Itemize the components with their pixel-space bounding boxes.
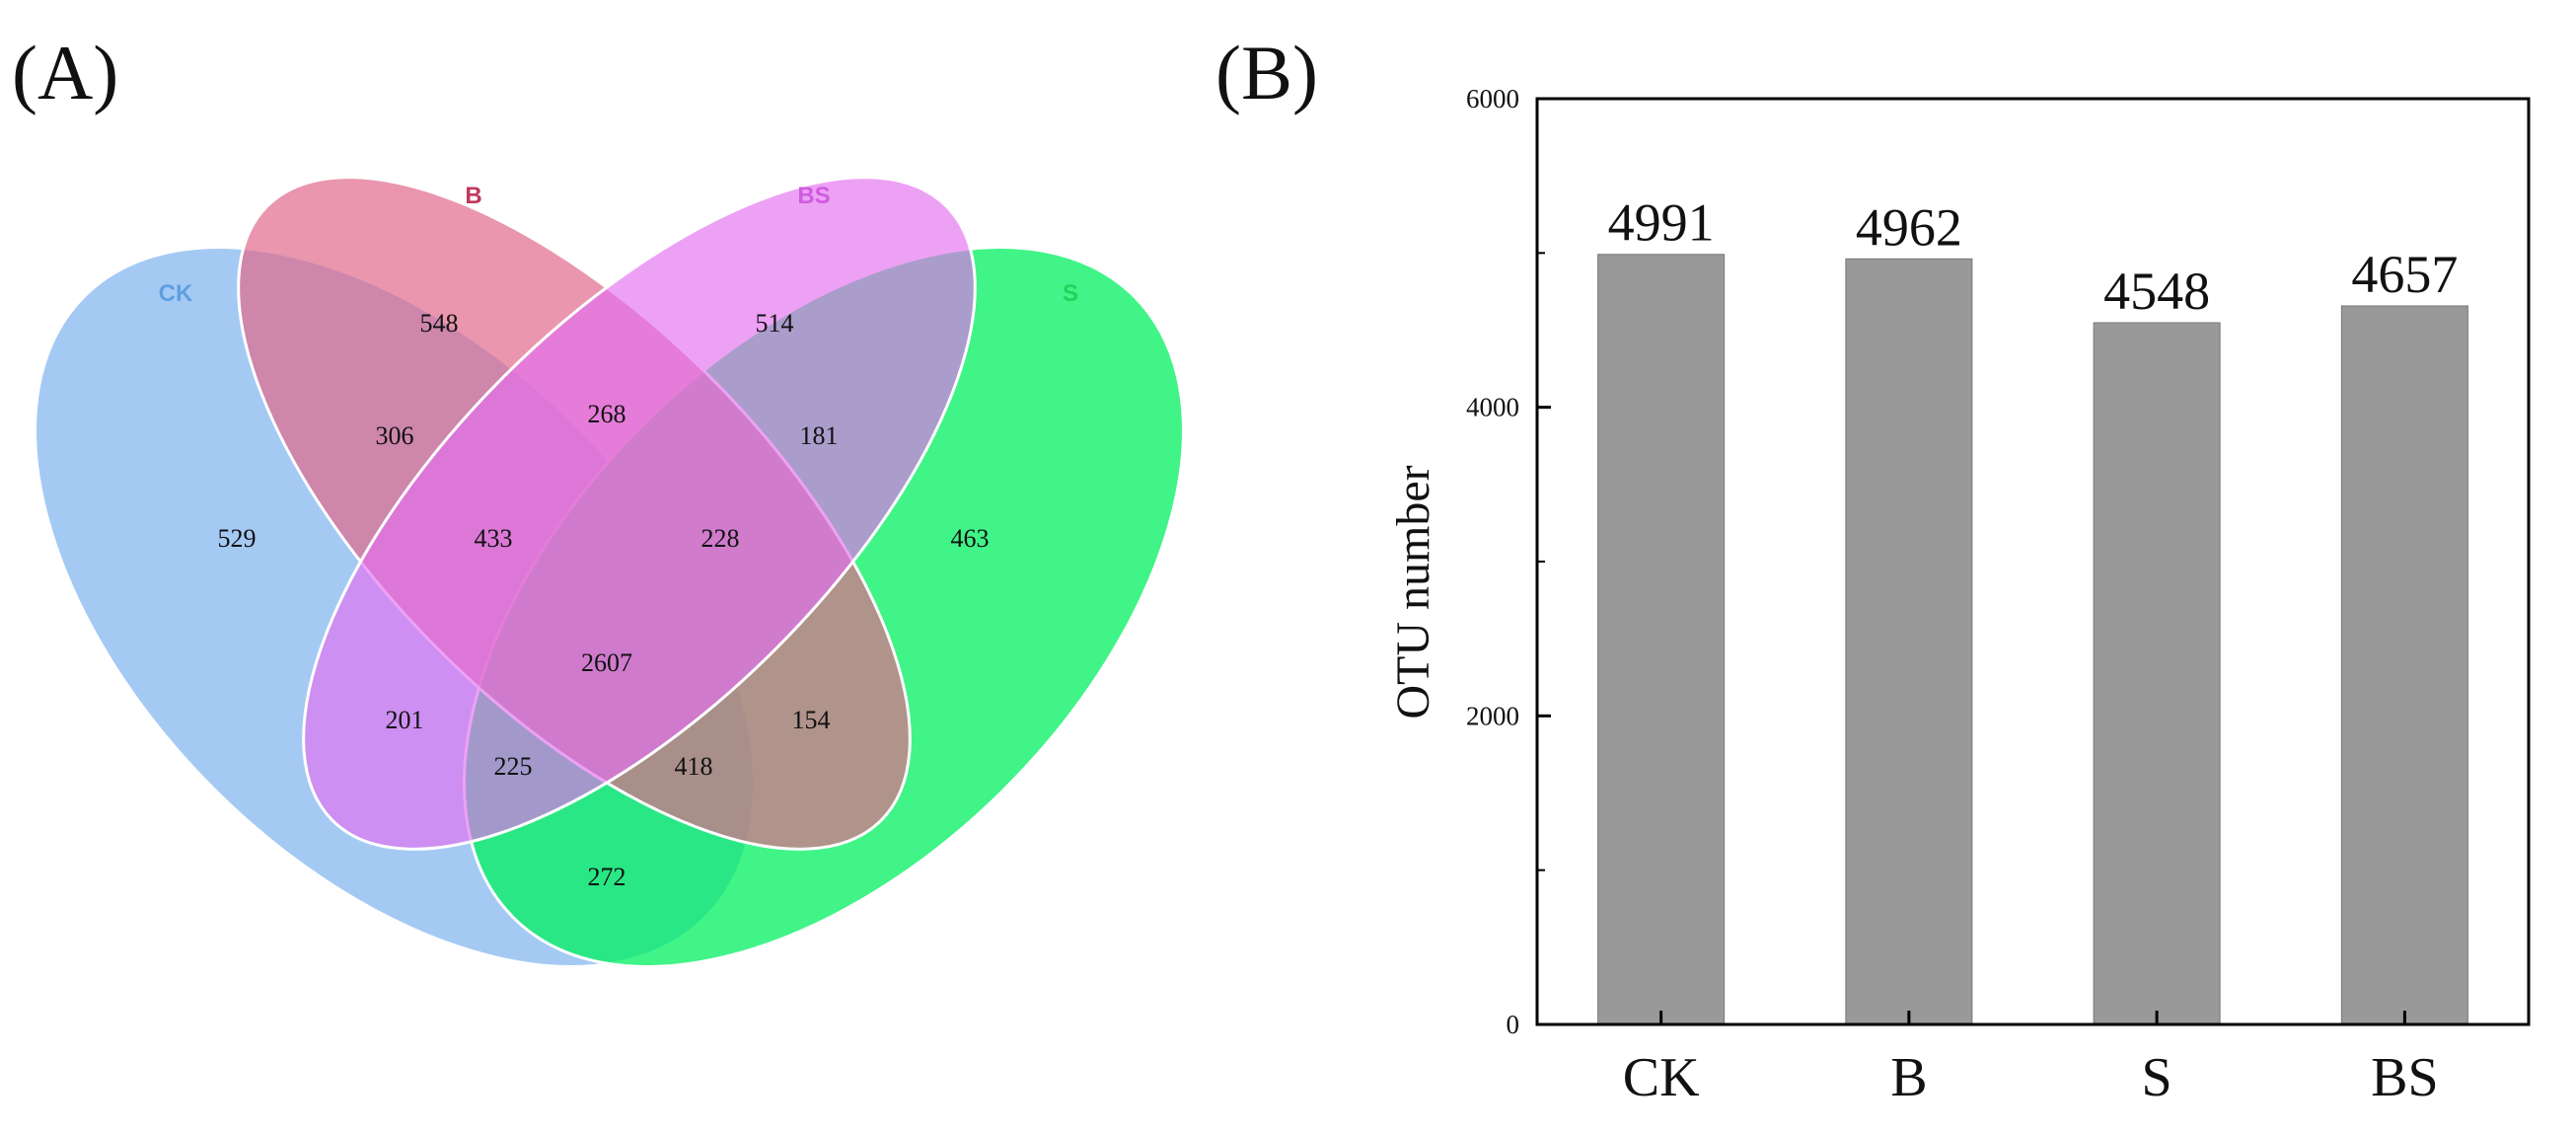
y-tick-label: 6000 — [1466, 84, 1519, 113]
venn-count-b-s: 154 — [792, 706, 831, 734]
y-tick-label: 2000 — [1466, 701, 1519, 730]
venn-count-b-bs: 268 — [588, 400, 626, 428]
venn-count-ck-b-s: 418 — [675, 752, 713, 781]
bar-s — [2093, 322, 2221, 1025]
y-axis-title: OTU number — [1387, 465, 1439, 718]
y-tick-label: 4000 — [1466, 393, 1519, 422]
bar-value-label-s: 4548 — [2103, 262, 2210, 321]
bar-value-label-b: 4962 — [1856, 197, 1962, 257]
y-tick-label: 0 — [1507, 1010, 1520, 1039]
venn-count-b-bs-s: 228 — [701, 524, 740, 553]
bar-bs — [2340, 305, 2468, 1025]
x-tick-label-ck: CK — [1623, 1047, 1700, 1108]
bar-value-label-bs: 4657 — [2351, 245, 2458, 304]
venn-count-s-only: 463 — [951, 524, 990, 553]
venn-region-counts: 529 548 514 463 306 268 181 433 228 2607… — [218, 309, 990, 891]
bar-value-labels: 4991 4962 4548 4657 — [1608, 193, 2459, 321]
venn-count-all: 2607 — [581, 648, 632, 677]
bar-ck — [1597, 254, 1726, 1025]
venn-set-label-s: S — [1063, 280, 1078, 307]
panel-a-label: (A) — [12, 30, 118, 115]
venn-count-ck-b-bs: 433 — [475, 524, 513, 553]
venn-panel: (A) CK B BS S 529 548 514 463 306 268 18… — [12, 30, 1185, 968]
venn-count-bs-only: 514 — [756, 309, 794, 338]
x-tick-label-bs: BS — [2371, 1047, 2439, 1108]
bars — [1597, 254, 2468, 1025]
y-axis-ticks: 0 2000 4000 6000 — [1466, 84, 1551, 1039]
venn-set-label-bs: BS — [797, 183, 830, 209]
venn-set-label-b: B — [465, 183, 481, 209]
venn-count-b-only: 548 — [420, 309, 459, 338]
venn-count-ck-only: 529 — [218, 524, 257, 553]
panel-b-label: (B) — [1215, 30, 1318, 115]
venn-count-bs-s: 181 — [800, 421, 839, 450]
venn-count-ck-bs-s: 225 — [494, 752, 533, 781]
x-tick-label-s: S — [2142, 1047, 2172, 1108]
venn-set-label-ck: CK — [159, 280, 193, 307]
x-axis-tick-labels: CK B S BS — [1623, 1011, 2439, 1108]
venn-count-ck-bs: 201 — [386, 706, 424, 734]
bar-b — [1845, 258, 1973, 1025]
venn-count-ck-s: 272 — [588, 863, 626, 891]
venn-count-ck-b: 306 — [376, 421, 414, 450]
venn-diagram — [34, 176, 1185, 968]
bar-chart-panel: (B) OTU number 0 2000 4000 6000 4991 4962 454… — [1215, 30, 2531, 1108]
x-tick-label-b: B — [1890, 1047, 1927, 1108]
bar-value-label-ck: 4991 — [1608, 193, 1715, 253]
plot-frame — [1535, 97, 2531, 1026]
venn-ellipse-bs — [302, 176, 977, 851]
